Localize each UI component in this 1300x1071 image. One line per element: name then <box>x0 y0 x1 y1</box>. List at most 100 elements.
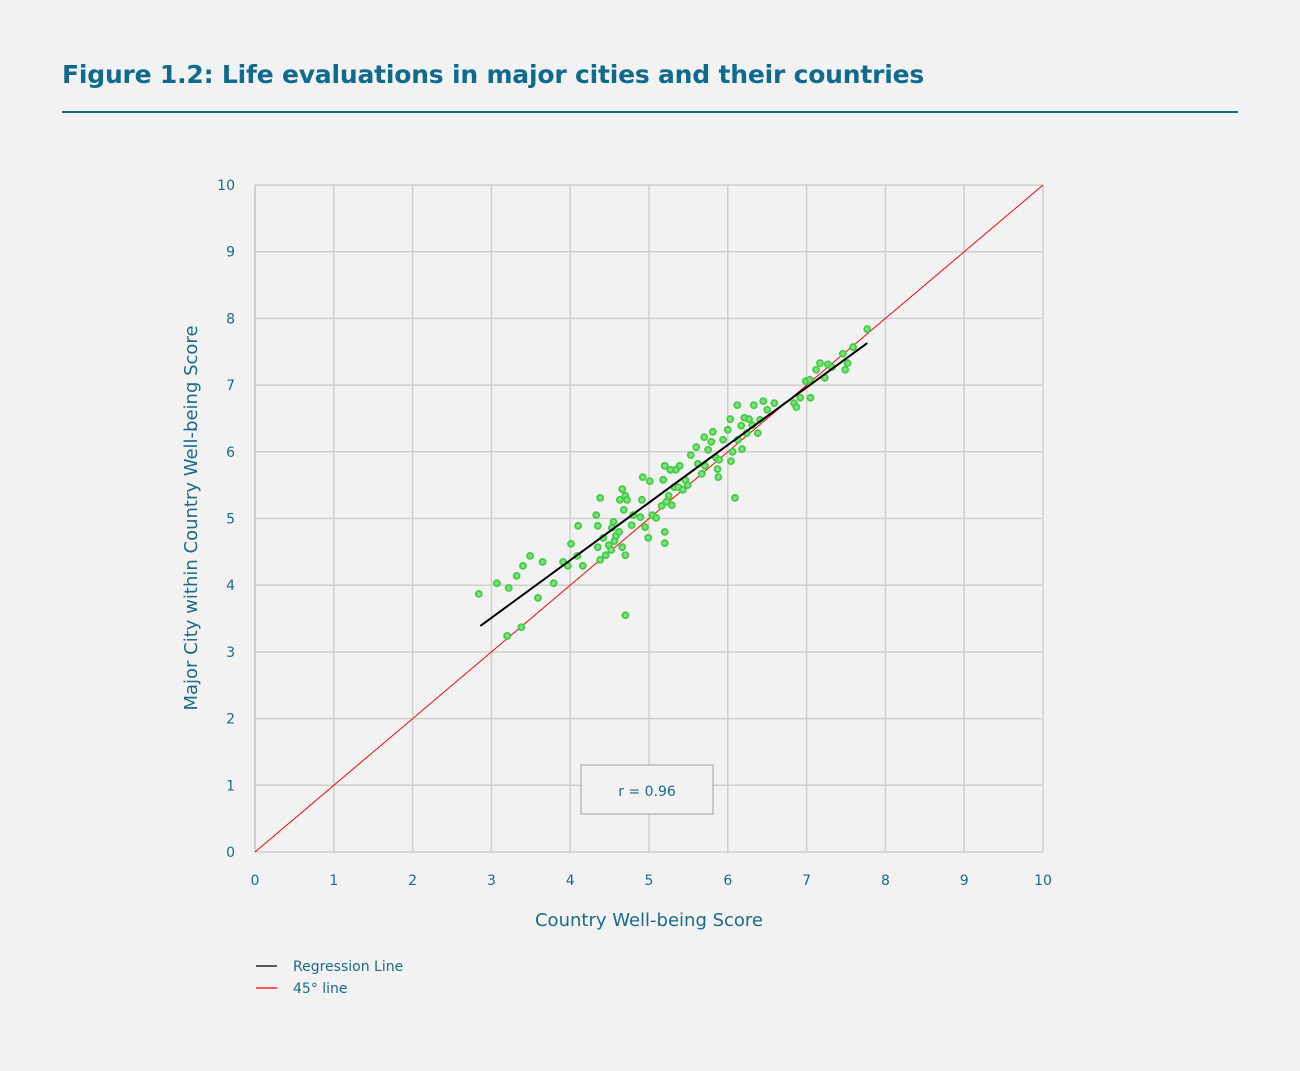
data-point <box>678 485 687 494</box>
data-point <box>707 437 716 446</box>
data-point <box>660 527 669 536</box>
data-point <box>719 435 727 444</box>
data-point <box>675 461 684 470</box>
data-point <box>667 501 676 510</box>
data-point <box>621 611 630 620</box>
data-point <box>708 427 717 436</box>
data-point <box>657 501 666 510</box>
45-degree-line <box>254 184 1044 853</box>
data-point <box>596 555 605 564</box>
y-tick-label: 5 <box>226 512 235 528</box>
data-point <box>641 523 649 532</box>
data-point <box>549 579 558 588</box>
data-point <box>730 493 739 502</box>
data-point <box>474 589 483 598</box>
data-point <box>596 493 605 502</box>
data-point <box>849 343 857 351</box>
data-point <box>512 571 521 580</box>
data-point <box>519 561 527 570</box>
data-point <box>792 403 801 412</box>
data-point <box>578 561 587 570</box>
data-point <box>593 521 602 530</box>
data-point <box>638 473 647 482</box>
data-point <box>683 481 692 490</box>
y-tick-label: 7 <box>226 378 235 394</box>
data-point <box>726 415 735 424</box>
data-point <box>723 425 732 434</box>
data-point <box>533 593 542 602</box>
x-tick-label: 9 <box>960 873 969 889</box>
x-tick-label: 2 <box>408 873 417 889</box>
data-point <box>816 359 824 367</box>
data-point <box>812 365 820 374</box>
x-tick-label: 0 <box>251 873 260 889</box>
data-point <box>713 465 722 474</box>
x-tick-label: 7 <box>802 873 811 889</box>
y-tick-label: 8 <box>226 311 235 327</box>
data-point <box>715 455 724 464</box>
y-tick-label: 9 <box>226 245 235 261</box>
data-point <box>728 447 737 456</box>
data-point <box>737 421 746 430</box>
correlation-box <box>580 764 714 815</box>
data-point <box>526 551 534 560</box>
data-point <box>738 445 746 454</box>
data-point <box>607 545 616 554</box>
y-tick-label: 4 <box>226 578 235 594</box>
data-point <box>618 485 627 494</box>
data-point <box>636 513 645 522</box>
data-point <box>806 393 815 402</box>
data-point <box>503 631 512 640</box>
data-point <box>838 349 847 358</box>
data-point <box>652 513 660 522</box>
data-point <box>664 491 673 500</box>
x-axis-title: Country Well-being Score <box>535 910 763 931</box>
title-divider <box>62 111 1238 113</box>
data-point <box>623 495 631 504</box>
data-point <box>660 539 669 548</box>
data-point <box>615 527 623 536</box>
x-tick-label: 5 <box>645 873 654 889</box>
data-point <box>644 533 653 542</box>
data-point <box>645 477 654 486</box>
data-point <box>593 543 602 552</box>
y-tick-label: 6 <box>226 445 235 461</box>
data-point <box>727 457 735 466</box>
data-point <box>759 397 768 406</box>
data-point <box>692 443 701 452</box>
data-point <box>796 393 805 402</box>
y-tick-label: 0 <box>226 845 235 861</box>
data-point <box>659 475 668 484</box>
x-tick-label: 1 <box>329 873 338 889</box>
data-point <box>619 505 628 514</box>
regression-line <box>479 342 868 627</box>
data-point <box>753 429 762 438</box>
legend-label-regression: Regression Line <box>293 959 403 975</box>
y-tick-label: 1 <box>226 778 235 794</box>
data-point <box>700 433 709 442</box>
data-point <box>592 511 601 520</box>
data-point <box>517 623 526 632</box>
data-point <box>841 365 850 374</box>
figure-title: Figure 1.2: Life evaluations in major ci… <box>62 60 925 89</box>
data-point <box>574 521 582 530</box>
data-point <box>733 401 742 410</box>
y-tick-label: 10 <box>217 178 235 194</box>
x-tick-label: 8 <box>881 873 890 889</box>
data-point <box>504 583 513 592</box>
data-point <box>567 539 575 548</box>
data-point <box>621 551 630 560</box>
data-point <box>615 495 624 504</box>
correlation-label: r = 0.96 <box>618 784 676 800</box>
data-point <box>863 325 872 333</box>
grid <box>254 184 1044 853</box>
data-point <box>805 375 814 384</box>
data-point <box>609 517 618 526</box>
data-point <box>843 359 852 367</box>
data-point <box>763 405 772 414</box>
data-point <box>601 551 610 560</box>
data-point <box>749 401 758 410</box>
legend-label-45: 45° line <box>293 981 348 997</box>
data-point <box>704 445 712 454</box>
